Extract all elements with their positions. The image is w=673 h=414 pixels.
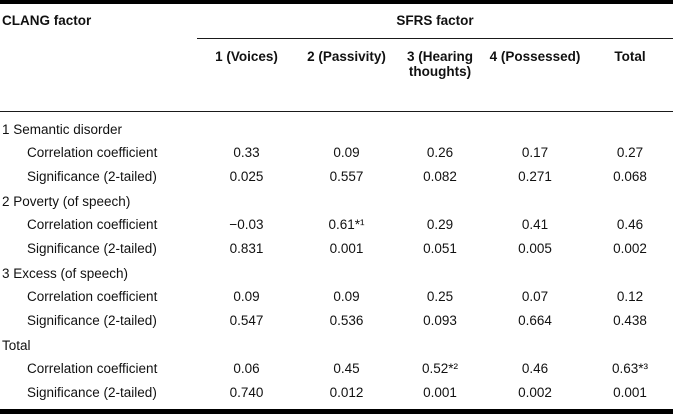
- row-label: Correlation coefficient: [27, 289, 158, 304]
- cell-value: 0.27: [616, 145, 644, 160]
- correlation-row: Correlation coefficient −0.03 0.61*¹ 0.2…: [0, 213, 673, 237]
- cell-value: 0.09: [333, 145, 360, 160]
- cell-value: 0.33: [233, 145, 260, 160]
- group-row-semantic-disorder: 1 Semantic disorder: [0, 112, 673, 142]
- row-label: Significance (2-tailed): [27, 241, 157, 256]
- cell-value: 0.001: [329, 241, 364, 256]
- cell-value: 0.52*²: [421, 361, 459, 376]
- cell-value: 0.17: [521, 145, 549, 160]
- cell-value: 0.46: [521, 361, 549, 376]
- cell-value: 0.012: [296, 381, 397, 414]
- significance-row: Significance (2-tailed) 0.831 0.001 0.05…: [0, 237, 673, 261]
- table-body: 1 Semantic disorder Correlation coeffici…: [0, 112, 673, 414]
- cell-value: 0.438: [613, 313, 647, 328]
- table-head: CLANG factor SFRS factor 1 (Voices) 2 (P…: [0, 2, 673, 112]
- row-label: Significance (2-tailed): [0, 381, 197, 414]
- cell-value: 0.082: [423, 169, 457, 184]
- row-label: Significance (2-tailed): [27, 169, 157, 184]
- cell-value: 0.093: [423, 313, 457, 328]
- cell-value: 0.63*³: [611, 361, 649, 376]
- group-row-excess: 3 Excess (of speech): [0, 261, 673, 285]
- cell-value: 0.664: [518, 313, 552, 328]
- cell-value: 0.005: [518, 241, 552, 256]
- cell-value: 0.09: [233, 289, 260, 304]
- col-header-possessed: 4 (Possessed): [483, 38, 587, 112]
- group-row-poverty: 2 Poverty (of speech): [0, 189, 673, 213]
- cell-value: 0.61*¹: [328, 217, 365, 232]
- column-header-row: 1 (Voices) 2 (Passivity) 3 (Hearing thou…: [0, 38, 673, 112]
- cell-value: 0.536: [329, 313, 364, 328]
- sfrs-factor-header: SFRS factor: [197, 2, 673, 39]
- cell-value: 0.831: [229, 241, 264, 256]
- group-label: 2 Poverty (of speech): [2, 194, 131, 209]
- row-label: Correlation coefficient: [27, 361, 158, 376]
- significance-row: Significance (2-tailed) 0.740 0.012 0.00…: [0, 381, 673, 414]
- cell-value: 0.068: [613, 169, 647, 184]
- cell-value: 0.41: [521, 217, 549, 232]
- cell-value: 0.25: [426, 289, 454, 304]
- cell-value: 0.051: [423, 241, 457, 256]
- cell-value: 0.002: [483, 381, 587, 414]
- group-row-total: Total: [0, 333, 673, 357]
- group-label: 1 Semantic disorder: [2, 122, 123, 137]
- cell-value: 0.557: [329, 169, 364, 184]
- cell-value: 0.07: [521, 289, 549, 304]
- col-header-voices: 1 (Voices): [197, 38, 296, 112]
- cell-value: 0.025: [229, 169, 264, 184]
- row-label: Correlation coefficient: [27, 217, 158, 232]
- clang-factor-header: CLANG factor: [0, 2, 197, 112]
- cell-value: 0.001: [587, 381, 673, 414]
- cell-value: 0.271: [518, 169, 552, 184]
- cell-value: 0.001: [397, 381, 483, 414]
- group-label: 3 Excess (of speech): [2, 266, 129, 281]
- col-header-passivity: 2 (Passivity): [296, 38, 397, 112]
- group-label: Total: [2, 338, 31, 353]
- cell-value: 0.06: [233, 361, 260, 376]
- correlation-row: Correlation coefficient 0.33 0.09 0.26 0…: [0, 141, 673, 165]
- correlation-row: Correlation coefficient 0.09 0.09 0.25 0…: [0, 285, 673, 309]
- cell-value: 0.740: [197, 381, 296, 414]
- cell-value: 0.12: [616, 289, 644, 304]
- cell-value: 0.29: [426, 217, 454, 232]
- cell-value: 0.547: [229, 313, 264, 328]
- cell-value: 0.46: [616, 217, 644, 232]
- cell-value: 0.45: [333, 361, 360, 376]
- cell-value: −0.03: [229, 217, 264, 232]
- significance-row: Significance (2-tailed) 0.547 0.536 0.09…: [0, 309, 673, 333]
- cell-value: 0.26: [426, 145, 454, 160]
- row-label: Correlation coefficient: [27, 145, 158, 160]
- significance-row: Significance (2-tailed) 0.025 0.557 0.08…: [0, 165, 673, 189]
- row-label: Significance (2-tailed): [27, 313, 157, 328]
- correlation-row: Correlation coefficient 0.06 0.45 0.52*²…: [0, 357, 673, 381]
- cell-value: 0.09: [333, 289, 360, 304]
- col-header-total: Total: [587, 38, 673, 112]
- cell-value: 0.002: [613, 241, 647, 256]
- col-header-hearing-thoughts: 3 (Hearing thoughts): [397, 38, 483, 112]
- span-header-row: CLANG factor SFRS factor: [0, 2, 673, 112]
